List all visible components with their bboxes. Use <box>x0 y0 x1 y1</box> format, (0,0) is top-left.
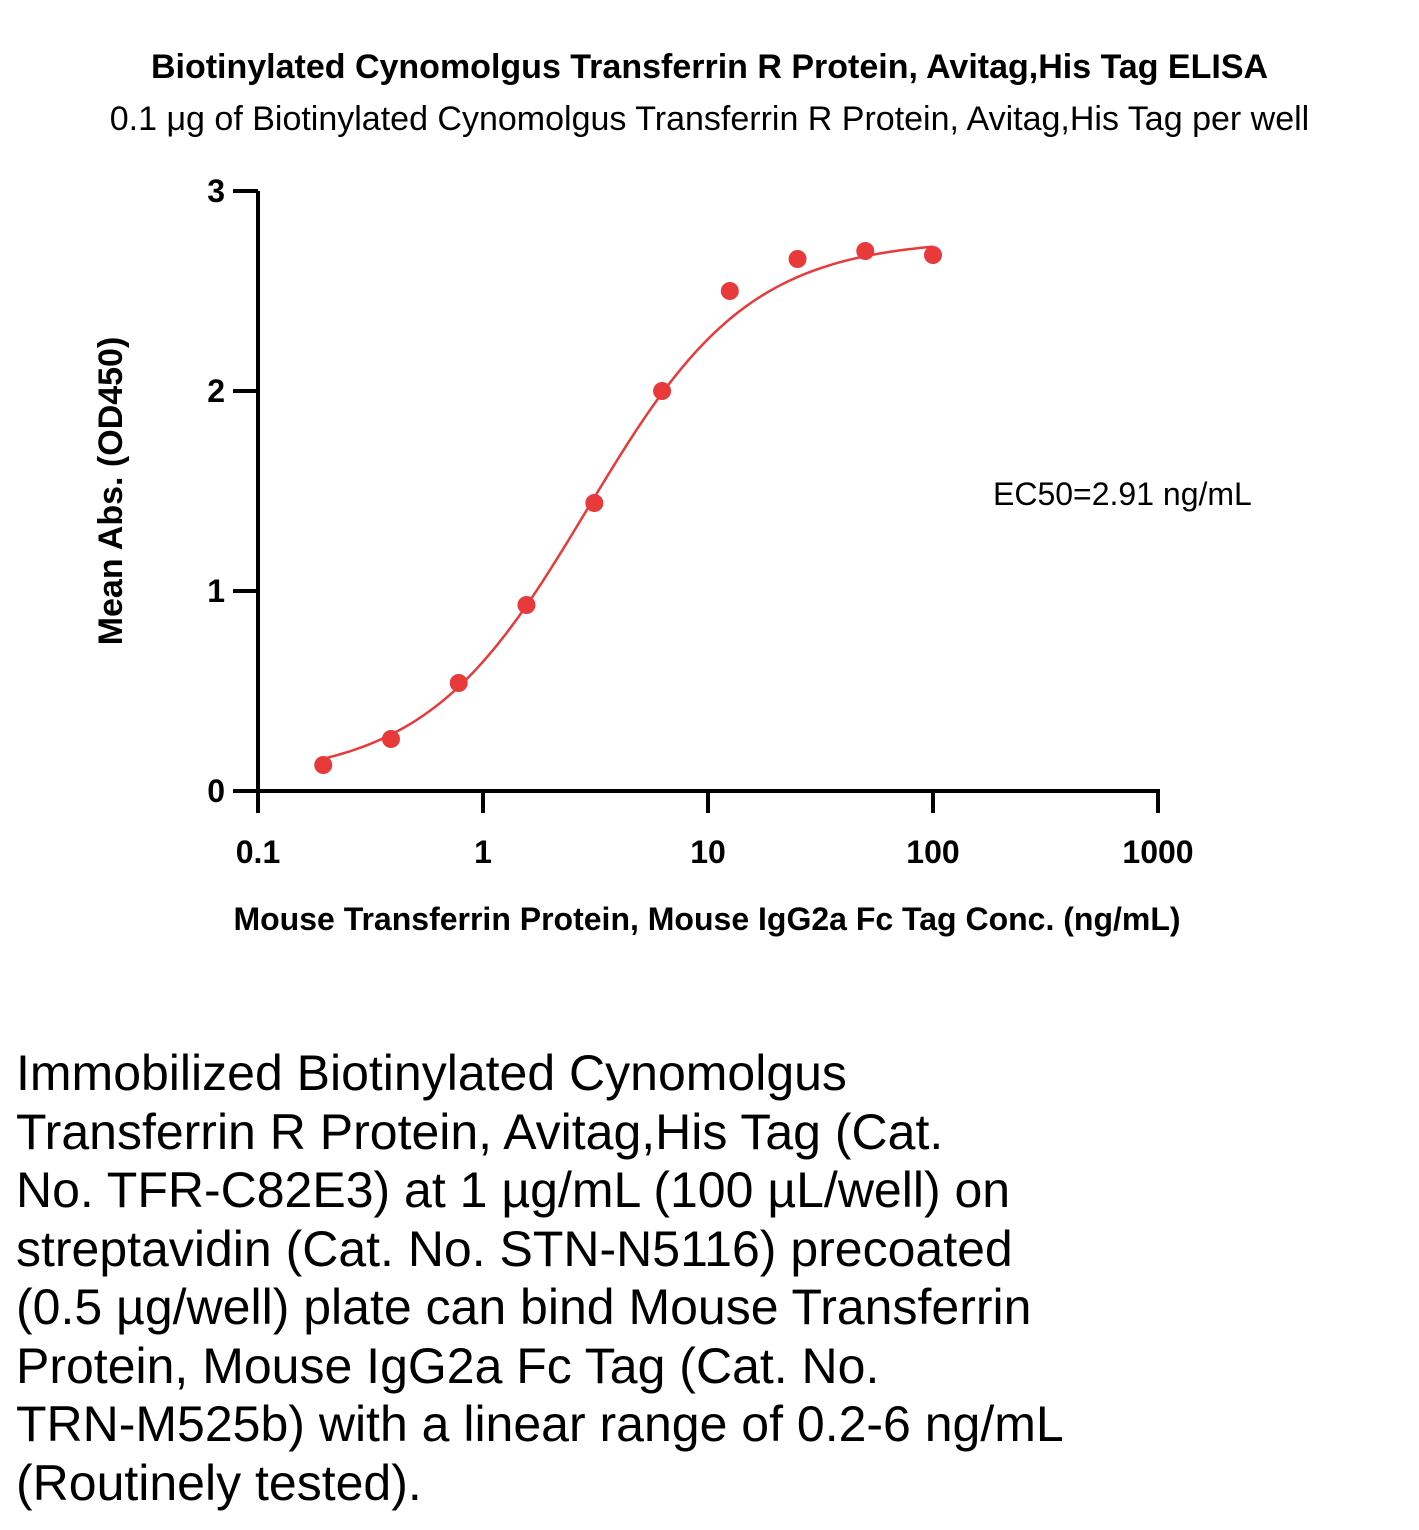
caption-line: Protein, Mouse IgG2a Fc Tag (Cat. No. <box>16 1337 880 1394</box>
data-point <box>314 756 333 774</box>
ec50-annotation: EC50=2.91 ng/mL <box>993 476 1252 512</box>
data-point <box>449 674 468 692</box>
y-tick-label: 2 <box>207 373 225 409</box>
x-tick-label: 1 <box>474 834 492 870</box>
caption-line: (0.5 µg/well) plate can bind Mouse Trans… <box>16 1279 1032 1335</box>
chart-subtitle: 0.1 μg of Biotinylated Cynomolgus Transf… <box>109 100 1310 138</box>
caption-line: streptavidin (Cat. No. STN-N5116) precoa… <box>16 1220 1013 1277</box>
caption: Immobilized Biotinylated Cynomolgus Tran… <box>16 1044 1406 1512</box>
caption-line: Immobilized Biotinylated Cynomolgus <box>16 1045 847 1101</box>
y-axis-label: Mean Abs. (OD450) <box>92 337 130 646</box>
data-points <box>314 242 942 774</box>
data-point <box>381 730 400 748</box>
data-point <box>720 282 739 300</box>
data-point <box>653 382 672 400</box>
data-point <box>924 246 942 264</box>
x-axis-label: Mouse Transferrin Protein, Mouse IgG2a F… <box>233 901 1180 937</box>
y-tick-label: 0 <box>207 773 225 809</box>
x-tick-label: 10 <box>690 834 726 870</box>
caption-line: No. TFR-C82E3) at 1 µg/mL (100 µL/well) … <box>16 1162 1011 1218</box>
caption-line: Transferrin R Protein, Avitag,His Tag (C… <box>16 1103 944 1160</box>
x-tick-label: 100 <box>906 834 959 870</box>
caption-line: (Routinely tested). <box>16 1454 422 1511</box>
data-point <box>517 596 536 614</box>
x-tick-label: 0.1 <box>236 834 280 870</box>
data-point <box>585 494 604 512</box>
y-tick-label: 1 <box>207 573 225 609</box>
data-point <box>788 250 807 268</box>
caption-line: TRN-M525b) with a linear range of 0.2-6 … <box>16 1396 1064 1452</box>
data-point <box>856 242 875 260</box>
y-tick-label: 3 <box>207 173 225 209</box>
axes: 0 1 2 3 0.1 1 10 100 1000 <box>207 173 1193 870</box>
fit-curve <box>322 245 934 760</box>
chart-title: Biotinylated Cynomolgus Transferrin R Pr… <box>150 48 1269 86</box>
elisa-chart: 0 1 2 3 0.1 1 10 100 1000 Mean Abs. (OD450) Mous… <box>92 173 1252 937</box>
x-tick-label: 1000 <box>1122 834 1193 870</box>
